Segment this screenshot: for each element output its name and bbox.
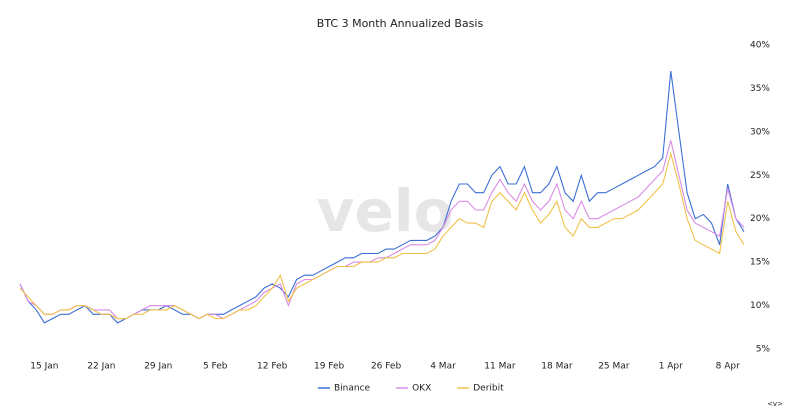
y-tick-label: 10%	[750, 301, 770, 311]
x-tick-label: 19 Feb	[314, 362, 345, 372]
x-tick-label: 8 Apr	[716, 362, 740, 372]
y-tick-label: 5%	[756, 345, 771, 355]
series-line	[19, 140, 745, 320]
y-tick-label: 15%	[750, 258, 770, 268]
x-tick-label: 26 Feb	[371, 362, 402, 372]
legend-label: Deribit	[473, 384, 504, 394]
x-tick-label: 12 Feb	[257, 362, 288, 372]
x-tick-label: 11 Mar	[484, 362, 516, 372]
y-tick-label: 25%	[750, 171, 770, 181]
series-line	[19, 151, 745, 320]
x-tick-label: 15 Jan	[30, 362, 58, 372]
legend-label: Binance	[334, 384, 371, 394]
chart-title: BTC 3 Month Annualized Basis	[317, 17, 484, 30]
y-tick-label: 20%	[750, 214, 770, 224]
x-tick-label: 22 Jan	[87, 362, 115, 372]
y-tick-label: 35%	[750, 84, 770, 94]
watermark: velo	[317, 177, 454, 245]
x-tick-label: 4 Mar	[430, 362, 456, 372]
legend-label: OKX	[412, 384, 431, 394]
x-tick-label: 18 Mar	[541, 362, 573, 372]
footer-mark: <v>	[767, 400, 783, 408]
x-tick-label: 25 Mar	[598, 362, 630, 372]
y-tick-label: 40%	[750, 41, 770, 51]
x-tick-label: 5 Feb	[203, 362, 228, 372]
x-tick-label: 29 Jan	[144, 362, 172, 372]
x-tick-label: 1 Apr	[659, 362, 683, 372]
y-tick-label: 30%	[750, 127, 770, 137]
